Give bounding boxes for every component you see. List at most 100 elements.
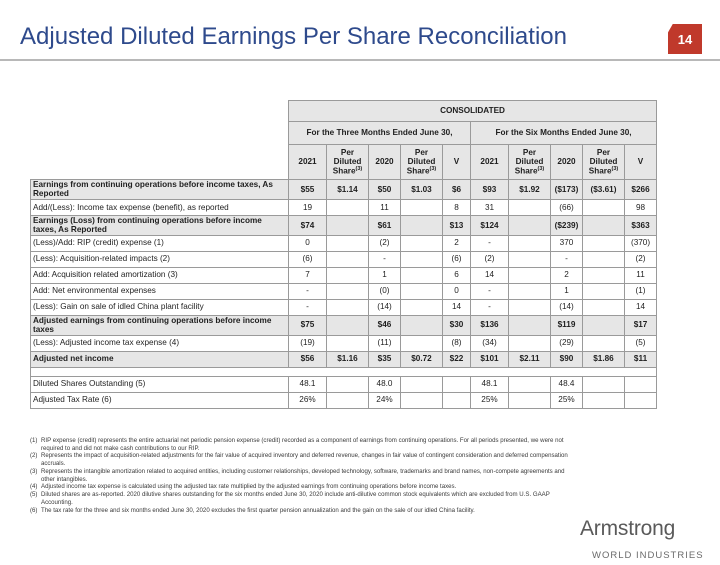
row-label: Add: Acquisition related amortization (3… <box>30 266 289 284</box>
table-cell: 98 <box>623 198 658 216</box>
table-cell: $17 <box>623 314 658 336</box>
table-cell <box>326 334 369 352</box>
table-row: (Less): Gain on sale of idled China plan… <box>30 298 658 316</box>
table-cell <box>400 234 443 252</box>
table-cell: $1.86 <box>582 350 625 368</box>
table-cell: (5) <box>623 334 658 352</box>
table-cell <box>582 214 625 236</box>
table-cell: $50 <box>368 179 401 200</box>
table-cell: $56 <box>288 350 327 368</box>
footnote-number: (5) <box>30 491 38 499</box>
footnote: (3) Represents the intangible amortizati… <box>30 468 578 483</box>
table-cell: ($173) <box>550 179 583 200</box>
footnote-number: (2) <box>30 452 38 460</box>
table-cell <box>582 266 625 284</box>
footnote-marker: (3) <box>611 166 619 173</box>
column-header-text: Per Diluted Share <box>406 147 436 177</box>
table-cell: $101 <box>470 350 509 368</box>
table-cell: 7 <box>288 266 327 284</box>
table-cell: 2 <box>550 266 583 284</box>
row-label: (Less): Adjusted income tax expense (4) <box>30 334 289 352</box>
table-cell: $11 <box>623 350 658 368</box>
table-cell <box>326 391 369 409</box>
column-header: Per Diluted Share(3) <box>400 144 443 180</box>
column-header: 2021 <box>470 144 509 180</box>
table-row: (Less): Acquisition-related impacts (2) (… <box>30 250 658 268</box>
table-cell: (370) <box>623 234 658 252</box>
footnote-text: Diluted shares are as-reported. 2020 dil… <box>41 491 550 506</box>
footnote-marker: (3) <box>429 166 437 173</box>
table-cell <box>326 298 369 316</box>
table-cell: $35 <box>368 350 401 368</box>
footnote: (4) Adjusted income tax expense is calcul… <box>30 483 578 491</box>
footnote-text: Represents the intangible amortization r… <box>41 467 565 483</box>
footnote: (2) Represents the impact of acquisition-… <box>30 452 578 467</box>
table-cell: - <box>470 282 509 300</box>
footnote-text: Represents the impact of acquisition-rel… <box>41 452 568 468</box>
page-title: Adjusted Diluted Earnings Per Share Reco… <box>20 23 567 50</box>
table-cell: (6) <box>442 250 471 268</box>
footnotes: (1) RIP expense (credit) represents the e… <box>30 437 578 514</box>
table-cell: (2) <box>470 250 509 268</box>
armstrong-logo: Armstrong WORLD INDUSTRIES <box>580 517 706 565</box>
reconciliation-table: CONSOLIDATED For the Three Months Ended … <box>29 100 658 409</box>
table-row: Add/(Less): Income tax expense (benefit)… <box>30 198 658 216</box>
table-cell <box>326 266 369 284</box>
table-cell: 0 <box>288 234 327 252</box>
table-cell: $30 <box>442 314 471 336</box>
footnote-text: RIP expense (credit) represents the enti… <box>41 437 564 452</box>
table-row: Adjusted earnings from continuing operat… <box>30 314 658 336</box>
table-row: Earnings from continuing operations befo… <box>30 179 658 200</box>
table-cell <box>623 391 658 409</box>
table-cell <box>508 282 551 300</box>
row-label: (Less): Acquisition-related impacts (2) <box>30 250 289 268</box>
table-cell: $266 <box>623 179 658 200</box>
table-cell: 11 <box>368 198 401 216</box>
table-cell: 14 <box>470 266 509 284</box>
table-cell: 0 <box>442 282 471 300</box>
table-cell <box>508 391 551 409</box>
table-cell: $136 <box>470 314 509 336</box>
six-months-header: For the Six Months Ended June 30, <box>469 121 658 145</box>
row-label: Add/(Less): Income tax expense (benefit)… <box>30 198 289 216</box>
table-cell: 48.1 <box>470 375 509 393</box>
footnote: (1) RIP expense (credit) represents the e… <box>30 437 578 452</box>
footnote-number: (1) <box>30 437 38 444</box>
table-cell: $6 <box>442 179 471 200</box>
table-cell <box>582 375 625 393</box>
table-cell: (2) <box>623 250 658 268</box>
table-cell: - <box>470 234 509 252</box>
logo-wordmark: Armstrong <box>580 517 676 540</box>
footnote-text: Adjusted income tax expense is calculate… <box>41 483 457 491</box>
row-label: Adjusted Tax Rate (6) <box>30 391 289 409</box>
table-cell: 8 <box>442 198 471 216</box>
table-cell <box>400 266 443 284</box>
table-cell: $61 <box>368 214 401 236</box>
table-cell: ($239) <box>550 214 583 236</box>
table-cell: $13 <box>442 214 471 236</box>
table-cell <box>400 198 443 216</box>
table-cell <box>400 314 443 336</box>
table-cell: 48.1 <box>288 375 327 393</box>
table-cell <box>582 334 625 352</box>
table-cell: $75 <box>288 314 327 336</box>
table-cell <box>508 234 551 252</box>
footnote: (6) The tax rate for the three and six mo… <box>30 507 578 515</box>
table-cell <box>442 391 471 409</box>
table-cell: 14 <box>442 298 471 316</box>
table-cell: $55 <box>288 179 327 200</box>
footnote-number: (3) <box>30 467 38 475</box>
table-cell: 6 <box>442 266 471 284</box>
table-cell: $1.14 <box>326 179 369 200</box>
table-cell: ($3.61) <box>582 179 625 200</box>
column-header-text: Per Diluted Share <box>514 147 544 177</box>
column-header: 2020 <box>368 144 401 180</box>
table-cell: 25% <box>550 391 583 409</box>
table-cell: $2.11 <box>508 350 551 368</box>
table-cell <box>508 198 551 216</box>
table-cell: $46 <box>368 314 401 336</box>
page-number-badge: 14 <box>668 24 702 54</box>
table-cell <box>582 391 625 409</box>
table-cell <box>400 334 443 352</box>
table-cell <box>582 250 625 268</box>
